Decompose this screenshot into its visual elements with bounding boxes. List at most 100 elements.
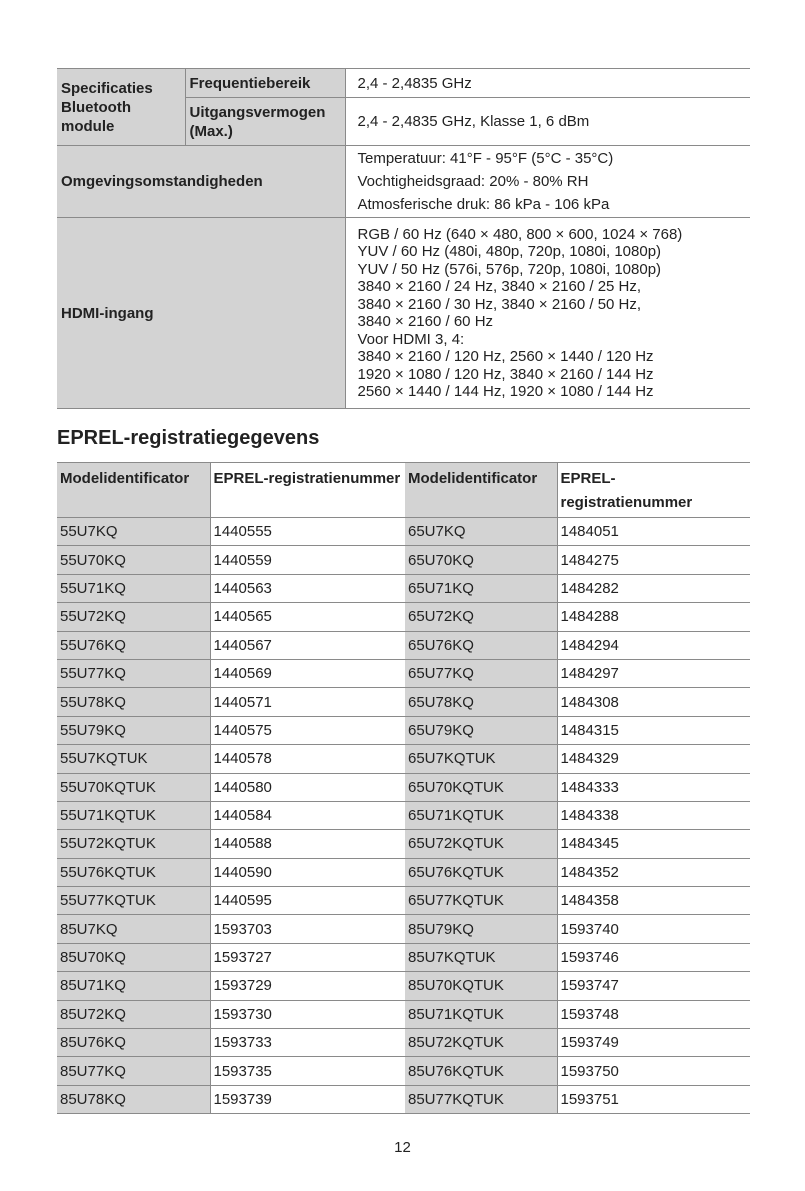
table-row: 85U72KQ 1593730 85U71KQTUK 1593748 (57, 999, 750, 1030)
hdmi-value-line: 1920 × 1080 / 120 Hz, 3840 × 2160 / 144 … (357, 365, 654, 383)
eprel-number-cell: 1484288 (556, 602, 750, 632)
table-row: 55U72KQTUK 1440588 65U72KQTUK 1484345 (57, 829, 750, 859)
model-cell: 65U79KQ (405, 715, 557, 746)
model-cell: 65U76KQTUK (405, 857, 557, 888)
table-row: 55U71KQTUK 1440584 65U71KQTUK 1484338 (57, 800, 750, 831)
eprel-number-cell: 1484333 (556, 772, 750, 802)
hdmi-value-line: 2560 × 1440 / 144 Hz, 1920 × 1080 / 144 … (357, 383, 654, 400)
model-cell: 55U7KQTUK (57, 744, 210, 774)
eprel-number-cell: 1484329 (556, 744, 750, 774)
hdmi-values: RGB / 60 Hz (640 × 480, 800 × 600, 1024 … (344, 217, 750, 409)
table-row: 85U76KQ 1593733 85U72KQTUK 1593749 (57, 1028, 750, 1058)
table-row: 55U76KQ 1440567 65U76KQ 1484294 (57, 630, 750, 660)
table-row: 55U7KQTUK 1440578 65U7KQTUK 1484329 (57, 744, 750, 774)
model-cell: 55U70KQ (57, 545, 210, 575)
eprel-number-cell: 1440571 (209, 687, 405, 717)
model-cell: 65U78KQ (405, 687, 557, 717)
env-values: Temperatuur: 41°F - 95°F (5°C - 35°C) Vo… (344, 145, 750, 218)
model-cell: 65U71KQTUK (405, 800, 557, 831)
eprel-number-cell: 1593735 (209, 1056, 405, 1086)
eprel-number-cell: 1440595 (209, 886, 405, 916)
eprel-table: Modelidentificator EPREL-registratienumm… (57, 462, 750, 1115)
spec-table: Specificaties Bluetooth module Frequenti… (57, 68, 750, 409)
eprel-number-cell: 1593739 (209, 1084, 405, 1115)
page-number: 12 (394, 1139, 411, 1156)
table-row: 85U70KQ 1593727 85U7KQTUK 1593746 (57, 942, 750, 973)
power-value: 2,4 - 2,4835 GHz, Klasse 1, 6 dBm (344, 97, 750, 146)
model-cell: 65U70KQ (405, 545, 557, 575)
model-cell: 65U70KQTUK (405, 772, 557, 802)
model-cell: 55U76KQ (57, 630, 210, 660)
header-model-1: Modelidentificator (57, 462, 210, 518)
eprel-number-cell: 1484275 (556, 545, 750, 575)
table-row: 85U71KQ 1593729 85U70KQTUK 1593747 (57, 971, 750, 1001)
model-cell: 55U77KQ (57, 658, 210, 689)
table-row: 85U7KQ 1593703 85U79KQ 1593740 (57, 914, 750, 944)
hdmi-value-line: 3840 × 2160 / 120 Hz, 2560 × 1440 / 120 … (357, 348, 654, 365)
table-row: 55U78KQ 1440571 65U78KQ 1484308 (57, 687, 750, 717)
table-row: 55U79KQ 1440575 65U79KQ 1484315 (57, 715, 750, 746)
table-row: 55U77KQTUK 1440595 65U77KQTUK 1484358 (57, 886, 750, 916)
eprel-number-cell: 1440588 (209, 829, 405, 859)
model-cell: 85U70KQ (57, 942, 210, 973)
model-cell: 65U7KQ (405, 516, 557, 547)
env-temperature: Temperatuur: 41°F - 95°F (5°C - 35°C) (357, 150, 614, 167)
model-cell: 55U76KQTUK (57, 857, 210, 888)
eprel-number-cell: 1484315 (556, 715, 750, 746)
hdmi-value-line: Voor HDMI 3, 4: (357, 330, 465, 348)
table-row: 55U70KQ 1440559 65U70KQ 1484275 (57, 545, 750, 575)
eprel-number-cell: 1484297 (556, 658, 750, 689)
power-label: Uitgangsvermogen (Max.) (184, 97, 345, 146)
eprel-number-cell: 1593730 (209, 999, 405, 1030)
hdmi-value-line: 3840 × 2160 / 60 Hz (357, 313, 494, 330)
model-cell: 55U71KQTUK (57, 800, 210, 831)
eprel-number-cell: 1484352 (556, 857, 750, 888)
model-cell: 55U71KQ (57, 573, 210, 604)
bluetooth-label: Specificaties Bluetooth module (57, 68, 185, 146)
hdmi-value-line: 3840 × 2160 / 30 Hz, 3840 × 2160 / 50 Hz… (357, 295, 642, 313)
model-cell: 65U71KQ (405, 573, 557, 604)
model-cell: 85U79KQ (405, 914, 557, 944)
eprel-number-cell: 1440559 (209, 545, 405, 575)
model-cell: 85U71KQ (57, 971, 210, 1001)
eprel-number-cell: 1593747 (556, 971, 750, 1001)
model-cell: 65U76KQ (405, 630, 557, 660)
model-cell: 55U70KQTUK (57, 772, 210, 802)
freq-label: Frequentiebereik (184, 68, 345, 98)
eprel-number-cell: 1440563 (209, 573, 405, 604)
eprel-number-cell: 1440555 (209, 516, 405, 547)
env-pressure: Atmosferische druk: 86 kPa - 106 kPa (357, 196, 610, 213)
table-header: Modelidentificator EPREL-registratienumm… (57, 462, 750, 518)
model-cell: 55U77KQTUK (57, 886, 210, 916)
eprel-number-cell: 1593748 (556, 999, 750, 1030)
eprel-number-cell: 1593703 (209, 914, 405, 944)
table-row: 55U70KQTUK 1440580 65U70KQTUK 1484333 (57, 772, 750, 802)
eprel-number-cell: 1440584 (209, 800, 405, 831)
hdmi-label: HDMI-ingang (57, 217, 345, 409)
model-cell: 65U72KQ (405, 602, 557, 632)
model-cell: 85U71KQTUK (405, 999, 557, 1030)
eprel-number-cell: 1440590 (209, 857, 405, 888)
model-cell: 65U72KQTUK (405, 829, 557, 859)
eprel-number-cell: 1593749 (556, 1028, 750, 1058)
eprel-number-cell: 1593733 (209, 1028, 405, 1058)
eprel-number-cell: 1484051 (556, 516, 750, 547)
model-cell: 85U70KQTUK (405, 971, 557, 1001)
eprel-number-cell: 1440565 (209, 602, 405, 632)
model-cell: 65U77KQTUK (405, 886, 557, 916)
table-row: 55U7KQ 1440555 65U7KQ 1484051 (57, 516, 750, 547)
table-row: 85U77KQ 1593735 85U76KQTUK 1593750 (57, 1056, 750, 1086)
eprel-number-cell: 1484294 (556, 630, 750, 660)
table-row: 85U78KQ 1593739 85U77KQTUK 1593751 (57, 1084, 750, 1115)
model-cell: 55U72KQTUK (57, 829, 210, 859)
model-cell: 85U72KQTUK (405, 1028, 557, 1058)
model-cell: 85U72KQ (57, 999, 210, 1030)
eprel-number-cell: 1593727 (209, 942, 405, 973)
model-cell: 85U77KQTUK (405, 1084, 557, 1115)
model-cell: 55U7KQ (57, 516, 210, 547)
model-cell: 55U78KQ (57, 687, 210, 717)
hdmi-value-line: YUV / 50 Hz (576i, 576p, 720p, 1080i, 10… (357, 260, 662, 278)
header-eprel-2: EPREL-registratienummer (556, 462, 750, 518)
eprel-number-cell: 1440569 (209, 658, 405, 689)
freq-value: 2,4 - 2,4835 GHz (344, 68, 750, 98)
